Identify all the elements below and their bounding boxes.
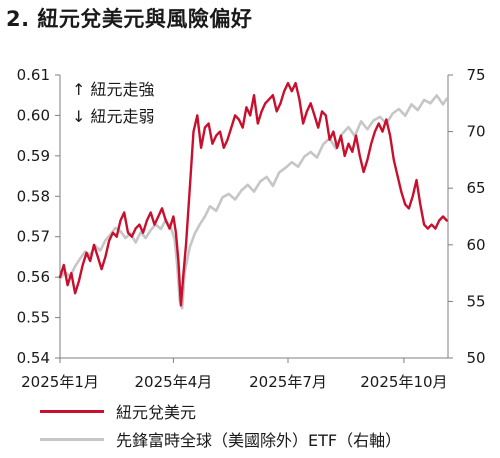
right-tick-label: 70 [466, 123, 485, 141]
left-tick-label: 0.57 [17, 228, 50, 246]
annotation-nzd-weaker: ↓ 紐元走弱 [72, 107, 155, 126]
series-line-nzd [58, 81, 448, 307]
legend-swatch-nzd [40, 410, 104, 413]
left-tick-label: 0.58 [17, 187, 50, 205]
x-tick-label: 2025年4月 [135, 373, 213, 391]
left-tick-label: 0.61 [17, 66, 50, 84]
right-tick-label: 65 [466, 179, 485, 197]
legend-label-etf: 先鋒富時全球（美國除外）ETF（右軸） [116, 431, 402, 450]
right-tick-label: 55 [466, 292, 485, 310]
x-tick-label: 2025年10月 [360, 373, 447, 391]
right-tick-label: 75 [466, 66, 485, 84]
left-tick-label: 0.55 [17, 309, 50, 327]
legend-item-nzd: 紐元兌美元 [8, 398, 498, 424]
left-tick-label: 0.54 [17, 349, 50, 367]
legend-item-etf: 先鋒富時全球（美國除外）ETF（右軸） [8, 426, 498, 452]
left-tick-label: 0.56 [17, 268, 50, 286]
left-tick-label: 0.60 [17, 106, 50, 124]
legend-label-nzd: 紐元兌美元 [116, 403, 197, 422]
x-tick-label: 2025年1月 [21, 373, 99, 391]
x-tick-label: 2025年7月 [249, 373, 327, 391]
right-tick-label: 60 [466, 236, 485, 254]
annotation-nzd-stronger: ↑ 紐元走強 [72, 80, 155, 99]
right-tick-label: 50 [466, 349, 485, 367]
chart-title: 2. 紐元兌美元與風險偏好 [6, 7, 253, 31]
legend-swatch-etf [40, 438, 104, 441]
left-tick-label: 0.59 [17, 147, 50, 165]
